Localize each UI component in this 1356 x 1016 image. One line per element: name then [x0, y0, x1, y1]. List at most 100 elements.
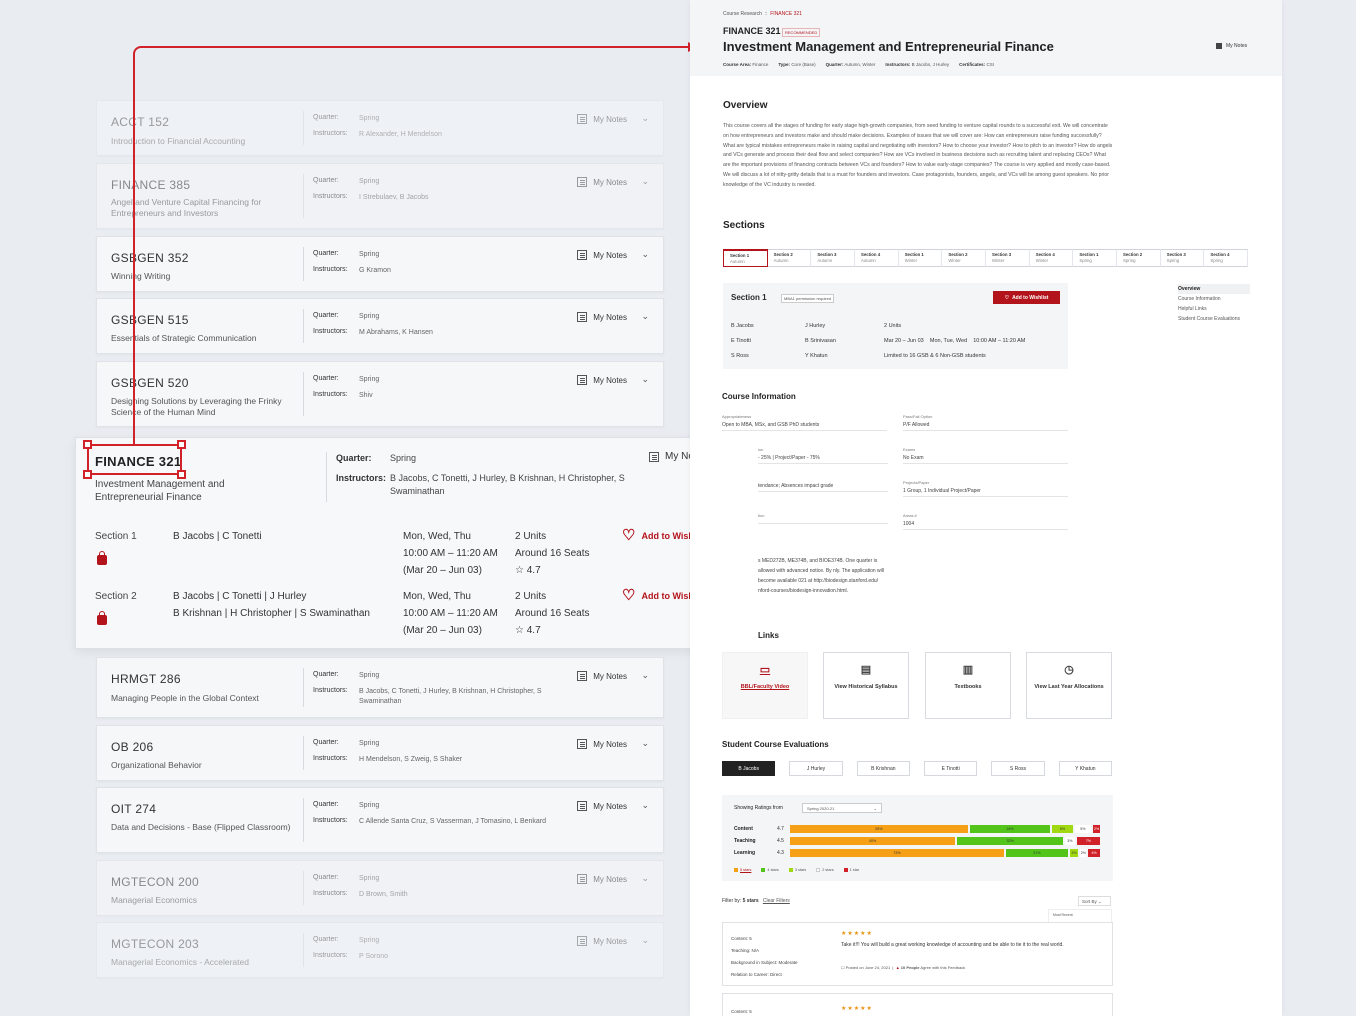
tab-section[interactable]: Section 3 Winter — [986, 249, 1030, 267]
my-notes-button[interactable]: My Notes — [577, 936, 627, 946]
section-units: 2 Units Around 16 Seats ☆ 4.7 — [515, 588, 590, 639]
my-notes-button[interactable]: My Notes — [577, 375, 627, 385]
chevron-down-icon[interactable]: ⌄ — [641, 935, 649, 945]
tab-instructor[interactable]: S Ross — [991, 761, 1045, 776]
course-card[interactable]: FINANCE 385 Angel and Venture Capital Fi… — [96, 163, 664, 229]
tab-instructor[interactable]: E Tinotti — [923, 761, 978, 776]
my-notes-button[interactable]: My Notes — [1216, 43, 1247, 49]
my-notes-button[interactable]: My Notes — [577, 114, 627, 124]
course-card[interactable]: OIT 274 Data and Decisions - Base (Flipp… — [96, 787, 664, 853]
my-notes-button[interactable]: My Notes — [577, 874, 627, 884]
tab-instructor[interactable]: B Krishnan — [856, 761, 910, 776]
thumbs-up-icon[interactable]: ▲ — [895, 965, 900, 970]
chevron-down-icon[interactable]: ⌄ — [641, 873, 649, 883]
legend-item[interactable]: 4 stars — [761, 868, 779, 872]
nav-item-course-information[interactable]: Course Information — [1178, 296, 1221, 302]
course-card[interactable]: HRMGT 286 Managing People in the Global … — [96, 657, 664, 718]
course-code: ACCT 152 — [111, 115, 170, 129]
chevron-down-icon[interactable]: ⌄ — [641, 176, 649, 186]
my-notes-button[interactable]: My Notes — [577, 801, 627, 811]
tab-section[interactable]: Section 2 Spring — [1117, 249, 1161, 267]
review-card: Content: 5 Teaching: N/A Background in S… — [722, 922, 1113, 986]
nav-item-overview[interactable]: Overview — [1178, 284, 1250, 294]
instructor-link[interactable]: B Jacobs — [731, 323, 754, 329]
notes-icon — [577, 312, 588, 322]
chevron-down-icon[interactable]: ⌄ — [641, 113, 649, 123]
chevron-down-icon[interactable]: ⌄ — [641, 249, 649, 259]
chevron-down-icon[interactable]: ⌄ — [641, 800, 649, 810]
course-code: OIT 274 — [111, 802, 157, 816]
tab-instructor[interactable]: J Hurley — [789, 761, 843, 776]
nav-item-evaluations[interactable]: Student Course Evaluations — [1178, 316, 1240, 322]
instructor-link[interactable]: E Tinotti — [731, 338, 751, 344]
instructor-link[interactable]: S Ross — [731, 353, 749, 359]
legend-item[interactable]: 5 stars — [734, 868, 751, 872]
course-card[interactable]: GSBGEN 352 Winning Writing Quarter: Spri… — [96, 236, 664, 292]
tab-section[interactable]: Section 4 Spring — [1204, 249, 1249, 267]
section-title: Section 1 — [731, 293, 767, 302]
course-card[interactable]: GSBGEN 515 Essentials of Strategic Commu… — [96, 298, 664, 354]
my-notes-button[interactable]: My Notes — [577, 177, 627, 187]
detail-header: Course Research :: FINANCE 321 FINANCE 3… — [690, 0, 1282, 76]
my-notes-button[interactable]: My Notes — [577, 739, 627, 749]
my-notes-button[interactable]: My Notes — [577, 250, 627, 260]
tab-section[interactable]: Section 3 Autumn — [811, 249, 856, 267]
course-note: s MED272B, ME374B, and BIOE374B. One qua… — [758, 558, 884, 594]
clear-filters-link[interactable]: Clear Filters — [762, 898, 790, 904]
add-to-wishlist-button[interactable]: ♡ Add to Wishlist — [622, 588, 707, 603]
sort-option[interactable]: Most Recent — [1053, 913, 1073, 917]
tab-instructor[interactable]: Y Khatun — [1058, 761, 1112, 776]
course-card[interactable]: GSBGEN 520 Designing Solutions by Levera… — [96, 361, 664, 427]
chevron-down-icon[interactable]: ⌄ — [641, 311, 649, 321]
course-card[interactable]: ACCT 152 Introduction to Financial Accou… — [96, 100, 664, 156]
tab-section[interactable]: Section 1 Autumn — [723, 249, 768, 267]
sort-dropdown[interactable]: Sort By ⌄ — [1078, 896, 1111, 906]
chevron-down-icon: ⌄ — [873, 806, 877, 811]
instructor-link[interactable]: Y Khatun — [805, 353, 828, 359]
quarter-value: Spring — [359, 875, 380, 882]
course-card[interactable]: MGTECON 203 Managerial Economics - Accel… — [96, 922, 664, 978]
my-notes-button[interactable]: My Notes — [577, 671, 627, 681]
my-notes-button[interactable]: My Notes — [649, 451, 707, 462]
video-icon: ▭ — [759, 664, 771, 676]
breadcrumb-root[interactable]: Course Research — [723, 11, 762, 17]
term-select[interactable]: Spring 2020-21 ⌄ — [802, 803, 882, 813]
last-year-allocations-link[interactable]: ◷ View Last Year Allocations — [1026, 652, 1112, 719]
bbl-faculty-video-link[interactable]: ▭ BBL/Faculty Video — [722, 652, 808, 719]
nav-item-helpful-links[interactable]: Helpful Links — [1178, 306, 1207, 312]
chevron-down-icon[interactable]: ⌄ — [641, 738, 649, 748]
chevron-down-icon[interactable]: ⌄ — [641, 374, 649, 384]
my-notes-button[interactable]: My Notes — [577, 312, 627, 322]
tab-section[interactable]: Section 2 Autumn — [767, 249, 812, 267]
chevron-down-icon[interactable]: ⌄ — [641, 670, 649, 680]
textbooks-link[interactable]: ▥ Textbooks — [925, 652, 1011, 719]
tab-section[interactable]: Section 2 Winter — [942, 249, 987, 267]
tab-section[interactable]: Section 1 Winter — [898, 249, 943, 267]
overview-text: This course covers all the stages of fun… — [723, 123, 1113, 188]
legend-item[interactable]: 1 star — [843, 868, 859, 872]
tab-instructor[interactable]: B Jacobs — [722, 761, 776, 776]
legend-item[interactable]: 2 stars — [816, 868, 834, 872]
page-title: Investment Management and Entrepreneuria… — [723, 39, 1054, 54]
legend-item[interactable]: 3 stars — [788, 868, 806, 872]
tab-section[interactable]: Section 4 Autumn — [855, 249, 899, 267]
instructors-value: C Allende Santa Cruz, S Vasserman, J Tom… — [359, 818, 547, 825]
tab-section[interactable]: Section 1 Spring — [1073, 249, 1118, 267]
tab-section[interactable]: Section 3 Spring — [1160, 249, 1205, 267]
add-to-wishlist-button[interactable]: ♡ Add to Wishlist — [622, 528, 707, 543]
info-field: Projects/Paper 1 Group, 1 Individual Proj… — [903, 480, 1068, 497]
course-card[interactable]: OB 206 Organizational Behavior Quarter: … — [96, 725, 664, 781]
notes-icon — [577, 671, 588, 681]
instructors-value: R Alexander, H Mendelson — [359, 131, 442, 138]
instructor-link[interactable]: J Hurley — [805, 323, 826, 329]
quarter-value: Spring — [359, 937, 380, 944]
tab-section[interactable]: Section 4 Winter — [1029, 249, 1074, 267]
course-card[interactable]: MGTECON 200 Managerial Economics Quarter… — [96, 860, 664, 916]
quarter-label: Quarter: — [313, 936, 339, 943]
historical-syllabus-link[interactable]: ▤ View Historical Syllabus — [823, 652, 909, 719]
links-heading: Links — [758, 631, 779, 640]
instructor-link[interactable]: B Srinivasan — [805, 338, 836, 344]
instructors-label: Instructors: — [336, 473, 387, 483]
divider — [326, 452, 327, 502]
add-to-wishlist-button[interactable]: ♡ Add to Wishlist — [993, 291, 1060, 304]
